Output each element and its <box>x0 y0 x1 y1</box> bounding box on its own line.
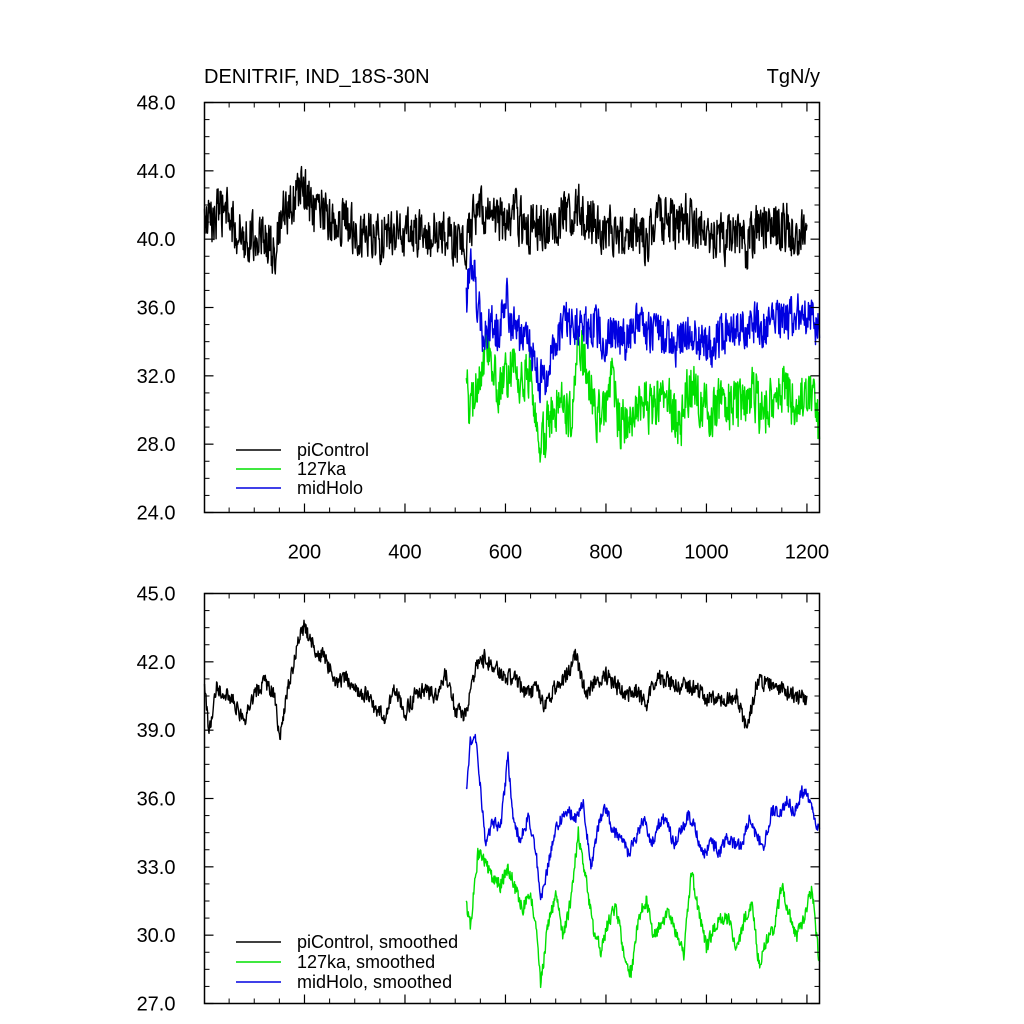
legend-label: 127ka <box>297 459 347 479</box>
y-tick-label: 36.0 <box>137 298 176 320</box>
series-line-picontrol-smoothed <box>203 619 808 741</box>
y-tick-label: 32.0 <box>137 366 176 388</box>
series-line-midholo-smoothed <box>465 733 821 901</box>
series-line-midholo <box>465 248 821 404</box>
plot-area <box>203 165 821 463</box>
top-panel: DENITRIF, IND_18S-30N TgN/y 24.0 28.0 32.0… <box>137 66 830 564</box>
series-line-127ka <box>465 326 821 463</box>
y-tick-label: 27.0 <box>137 994 176 1016</box>
series-line-127ka-smoothed <box>465 826 821 989</box>
y-tick-label: 30.0 <box>137 925 176 947</box>
x-tick-label: 1200 <box>785 542 830 564</box>
y-tick-label: 44.0 <box>137 161 176 183</box>
x-tick-label: 600 <box>489 542 522 564</box>
legend-label: 127ka, smoothed <box>297 952 435 972</box>
series-line-picontrol <box>203 165 808 275</box>
x-tick-label: 800 <box>589 542 622 564</box>
bottom-panel: 27.0 30.0 33.0 36.0 39.0 42.0 45.0 piControl, … <box>137 584 821 1016</box>
y-tick-label: 40.0 <box>137 229 176 251</box>
y-tick-label: 36.0 <box>137 789 176 811</box>
legend-label: midHolo <box>297 478 363 498</box>
chart-title: DENITRIF, IND_18S-30N <box>204 66 430 88</box>
y-tick-label: 45.0 <box>137 584 176 606</box>
y-tick-label: 24.0 <box>137 503 176 525</box>
y-tick-label: 42.0 <box>137 652 176 674</box>
y-tick-label: 39.0 <box>137 720 176 742</box>
y-tick-label: 33.0 <box>137 857 176 879</box>
y-tick-label: 28.0 <box>137 434 176 456</box>
axes: 27.0 30.0 33.0 36.0 39.0 42.0 45.0 <box>137 584 820 1016</box>
axes: 24.0 28.0 32.0 36.0 40.0 44.0 48.0 200 400 600 800… <box>137 93 830 564</box>
legend-label: piControl, smoothed <box>297 932 458 952</box>
legend-label: piControl <box>297 440 369 460</box>
x-tick-label: 1000 <box>684 542 729 564</box>
units-label: TgN/y <box>767 66 820 88</box>
x-tick-label: 200 <box>288 542 321 564</box>
y-tick-label: 48.0 <box>137 93 176 115</box>
plot-area <box>203 619 821 989</box>
legend-label: midHolo, smoothed <box>297 972 452 992</box>
x-tick-label: 400 <box>388 542 421 564</box>
